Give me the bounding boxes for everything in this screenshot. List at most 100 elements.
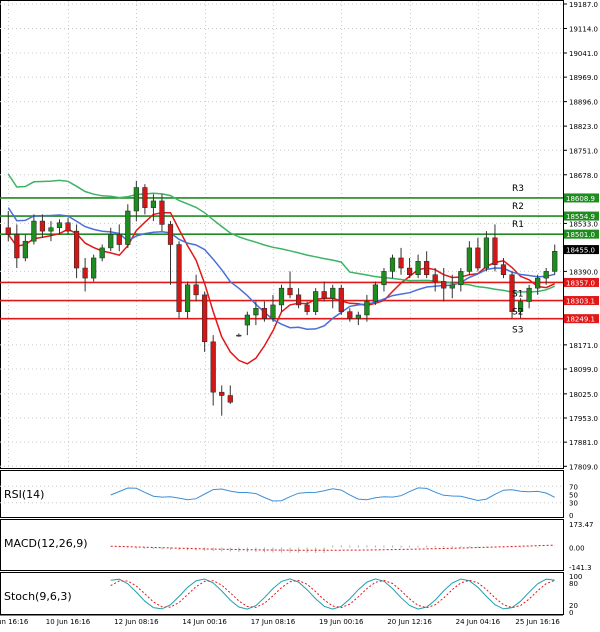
candle-body — [167, 224, 174, 245]
candle — [347, 308, 353, 322]
candle-body — [517, 301, 524, 312]
candle-body — [355, 314, 361, 319]
candle-body — [543, 271, 549, 279]
candle — [330, 284, 336, 309]
candle — [210, 335, 216, 406]
indicator-frame — [0, 572, 564, 615]
level-price-text: 18357.0 — [566, 279, 595, 287]
y-tick-label: 17809.0 — [569, 463, 598, 471]
candle-body — [99, 247, 105, 259]
x-tick-label: 25 Jun 16:16 — [515, 618, 560, 626]
candle — [270, 294, 276, 322]
candle — [65, 217, 71, 235]
candle-body — [82, 267, 88, 279]
candle-body — [193, 284, 199, 296]
indicator-title: Stoch(9,6,3) — [4, 590, 72, 603]
y-tick-label: 17953.0 — [569, 415, 598, 423]
y-tick-label: 18533.0 — [569, 220, 598, 228]
ma-mid-line — [7, 207, 555, 330]
y-tick-label: 18025.0 — [569, 391, 598, 399]
ma-fast-line — [7, 211, 556, 365]
level-label-r3: R3 — [512, 184, 524, 194]
candle-body — [176, 244, 182, 312]
candle-body — [364, 301, 370, 316]
candle-body — [483, 237, 490, 269]
candle — [509, 271, 515, 319]
level-price-tag — [564, 229, 599, 239]
candle-body — [330, 287, 336, 299]
y-tick-label: 17881.0 — [569, 439, 598, 447]
candle — [159, 194, 165, 232]
ma-slow-line — [7, 173, 555, 293]
level-price-text: 18554.9 — [566, 213, 595, 221]
candle — [82, 257, 88, 292]
candle — [31, 214, 37, 245]
candle — [321, 281, 327, 302]
level-price-text: 18303.1 — [566, 298, 595, 306]
indicator-tick-label: 100 — [569, 573, 582, 581]
candle — [424, 251, 430, 279]
candle-body — [458, 271, 464, 286]
moving-averages — [7, 173, 556, 365]
indicator-title: MACD(12,26,9) — [4, 537, 88, 550]
candle — [202, 291, 208, 352]
candle — [500, 257, 507, 279]
candle — [381, 268, 387, 292]
stoch-d-line — [110, 579, 555, 609]
candle — [5, 210, 11, 242]
candle — [150, 194, 157, 222]
candle-body — [466, 247, 472, 272]
candle — [492, 224, 498, 272]
candle-body — [304, 304, 310, 312]
indicator-panel: MACD(12,26,9) 173.47 0.00 -141.3 — [0, 519, 594, 572]
candle — [253, 301, 259, 326]
candle — [116, 224, 122, 252]
y-tick-label: 18678.0 — [569, 172, 598, 180]
indicator-tick-label: 30 — [569, 500, 578, 508]
candle — [125, 204, 131, 248]
indicator-tick-label: 173.47 — [569, 521, 594, 529]
x-tick-label: 20 Jun 12:16 — [387, 618, 432, 626]
candle-body — [347, 311, 353, 319]
candle-body — [389, 257, 396, 272]
candle-body — [73, 230, 80, 269]
stoch-k-line — [110, 578, 555, 610]
candle — [432, 268, 438, 292]
candle — [475, 237, 481, 272]
candle-body — [31, 220, 37, 242]
candle-body — [116, 234, 122, 245]
candle-body — [261, 308, 268, 319]
candle-body — [14, 234, 20, 259]
level-price-tag — [564, 193, 599, 203]
x-tick-label: 19 Jun 00:16 — [319, 618, 364, 626]
candle-body — [295, 294, 302, 306]
candle — [176, 241, 182, 319]
candle-body — [22, 240, 28, 259]
candle-body — [236, 334, 242, 337]
candle — [73, 224, 80, 279]
indicator-tick-label: 80 — [569, 580, 578, 588]
candle-body — [278, 287, 285, 306]
price-axis: 19187.0 19114.0 19041.0 18969.0 18896.0 18823… — [563, 1, 598, 471]
indicator-frame — [0, 519, 564, 571]
rsi-line — [110, 487, 555, 502]
candle — [517, 298, 524, 319]
candle-body — [441, 281, 447, 289]
candle-body — [133, 187, 139, 212]
candle — [458, 268, 464, 292]
level-price-tag — [564, 314, 599, 324]
candle-body — [202, 294, 208, 343]
candle-body — [56, 222, 63, 229]
candle — [406, 257, 413, 279]
candle — [295, 288, 302, 309]
candle — [99, 244, 105, 262]
candle-body — [91, 257, 97, 279]
candle-body — [492, 237, 498, 265]
candle — [219, 385, 225, 416]
candle — [313, 288, 319, 315]
candle — [133, 180, 139, 222]
candle-body — [313, 291, 319, 312]
